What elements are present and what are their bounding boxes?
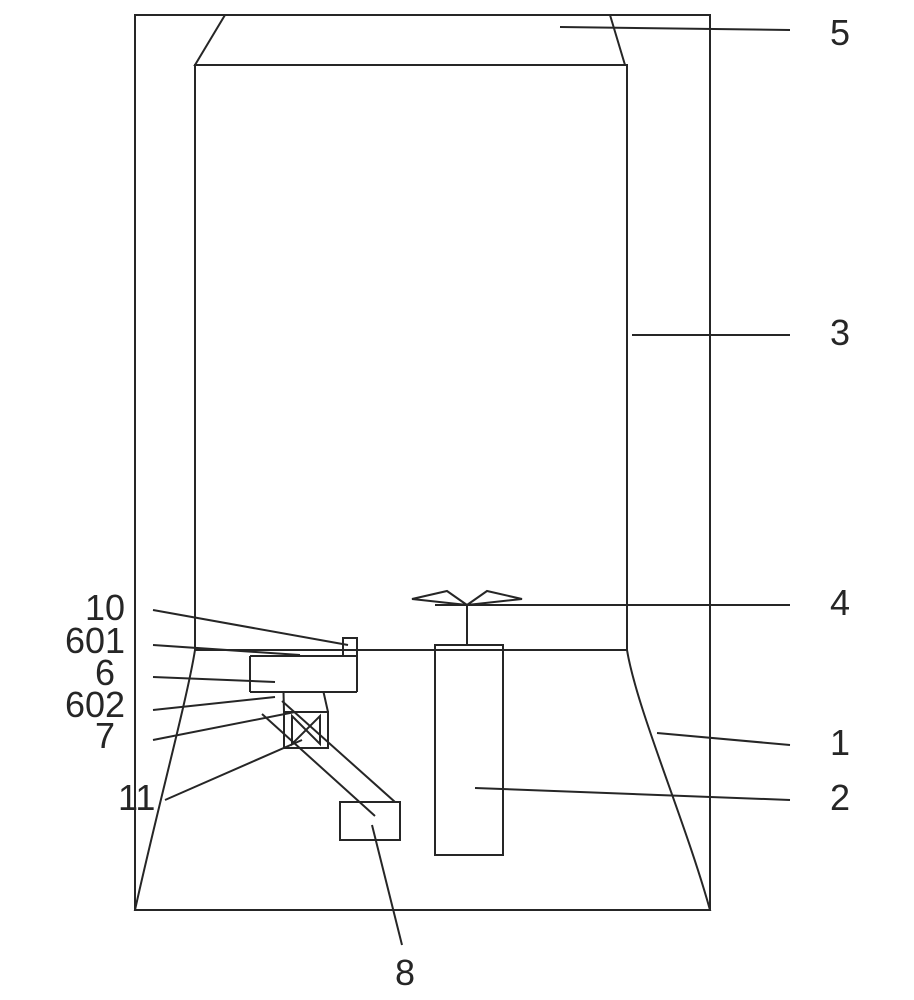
lead-line-l7 [153, 712, 295, 740]
lead-lines [153, 27, 790, 945]
pump [340, 802, 400, 840]
label-l2: 2 [830, 777, 850, 818]
lead-line-l6 [153, 677, 275, 682]
lead-line-l602 [153, 697, 275, 710]
fan-blade-left [412, 591, 467, 605]
label-l5: 5 [830, 12, 850, 53]
base [135, 650, 710, 910]
pipe-b [262, 714, 375, 816]
lead-line-l8 [372, 825, 402, 945]
labels: 534106016602711128 [65, 12, 850, 993]
label-l1: 1 [830, 722, 850, 763]
lead-line-l11 [165, 740, 302, 800]
lead-line-l2 [475, 788, 790, 800]
label-l7: 7 [95, 715, 115, 756]
lead-line-l5 [560, 27, 790, 30]
lid [195, 15, 625, 65]
engineering-diagram: 534106016602711128 [0, 0, 914, 1000]
label-l11: 11 [118, 777, 155, 818]
pipe-a [282, 701, 395, 802]
lead-line-l10 [153, 610, 348, 645]
barrel [195, 65, 627, 650]
label-l4: 4 [830, 582, 850, 623]
sensor [343, 638, 357, 656]
motor [435, 645, 503, 855]
lead-line-l1 [657, 733, 790, 745]
label-l3: 3 [830, 312, 850, 353]
fan-blade-right [467, 591, 522, 605]
label-l8: 8 [395, 952, 415, 993]
